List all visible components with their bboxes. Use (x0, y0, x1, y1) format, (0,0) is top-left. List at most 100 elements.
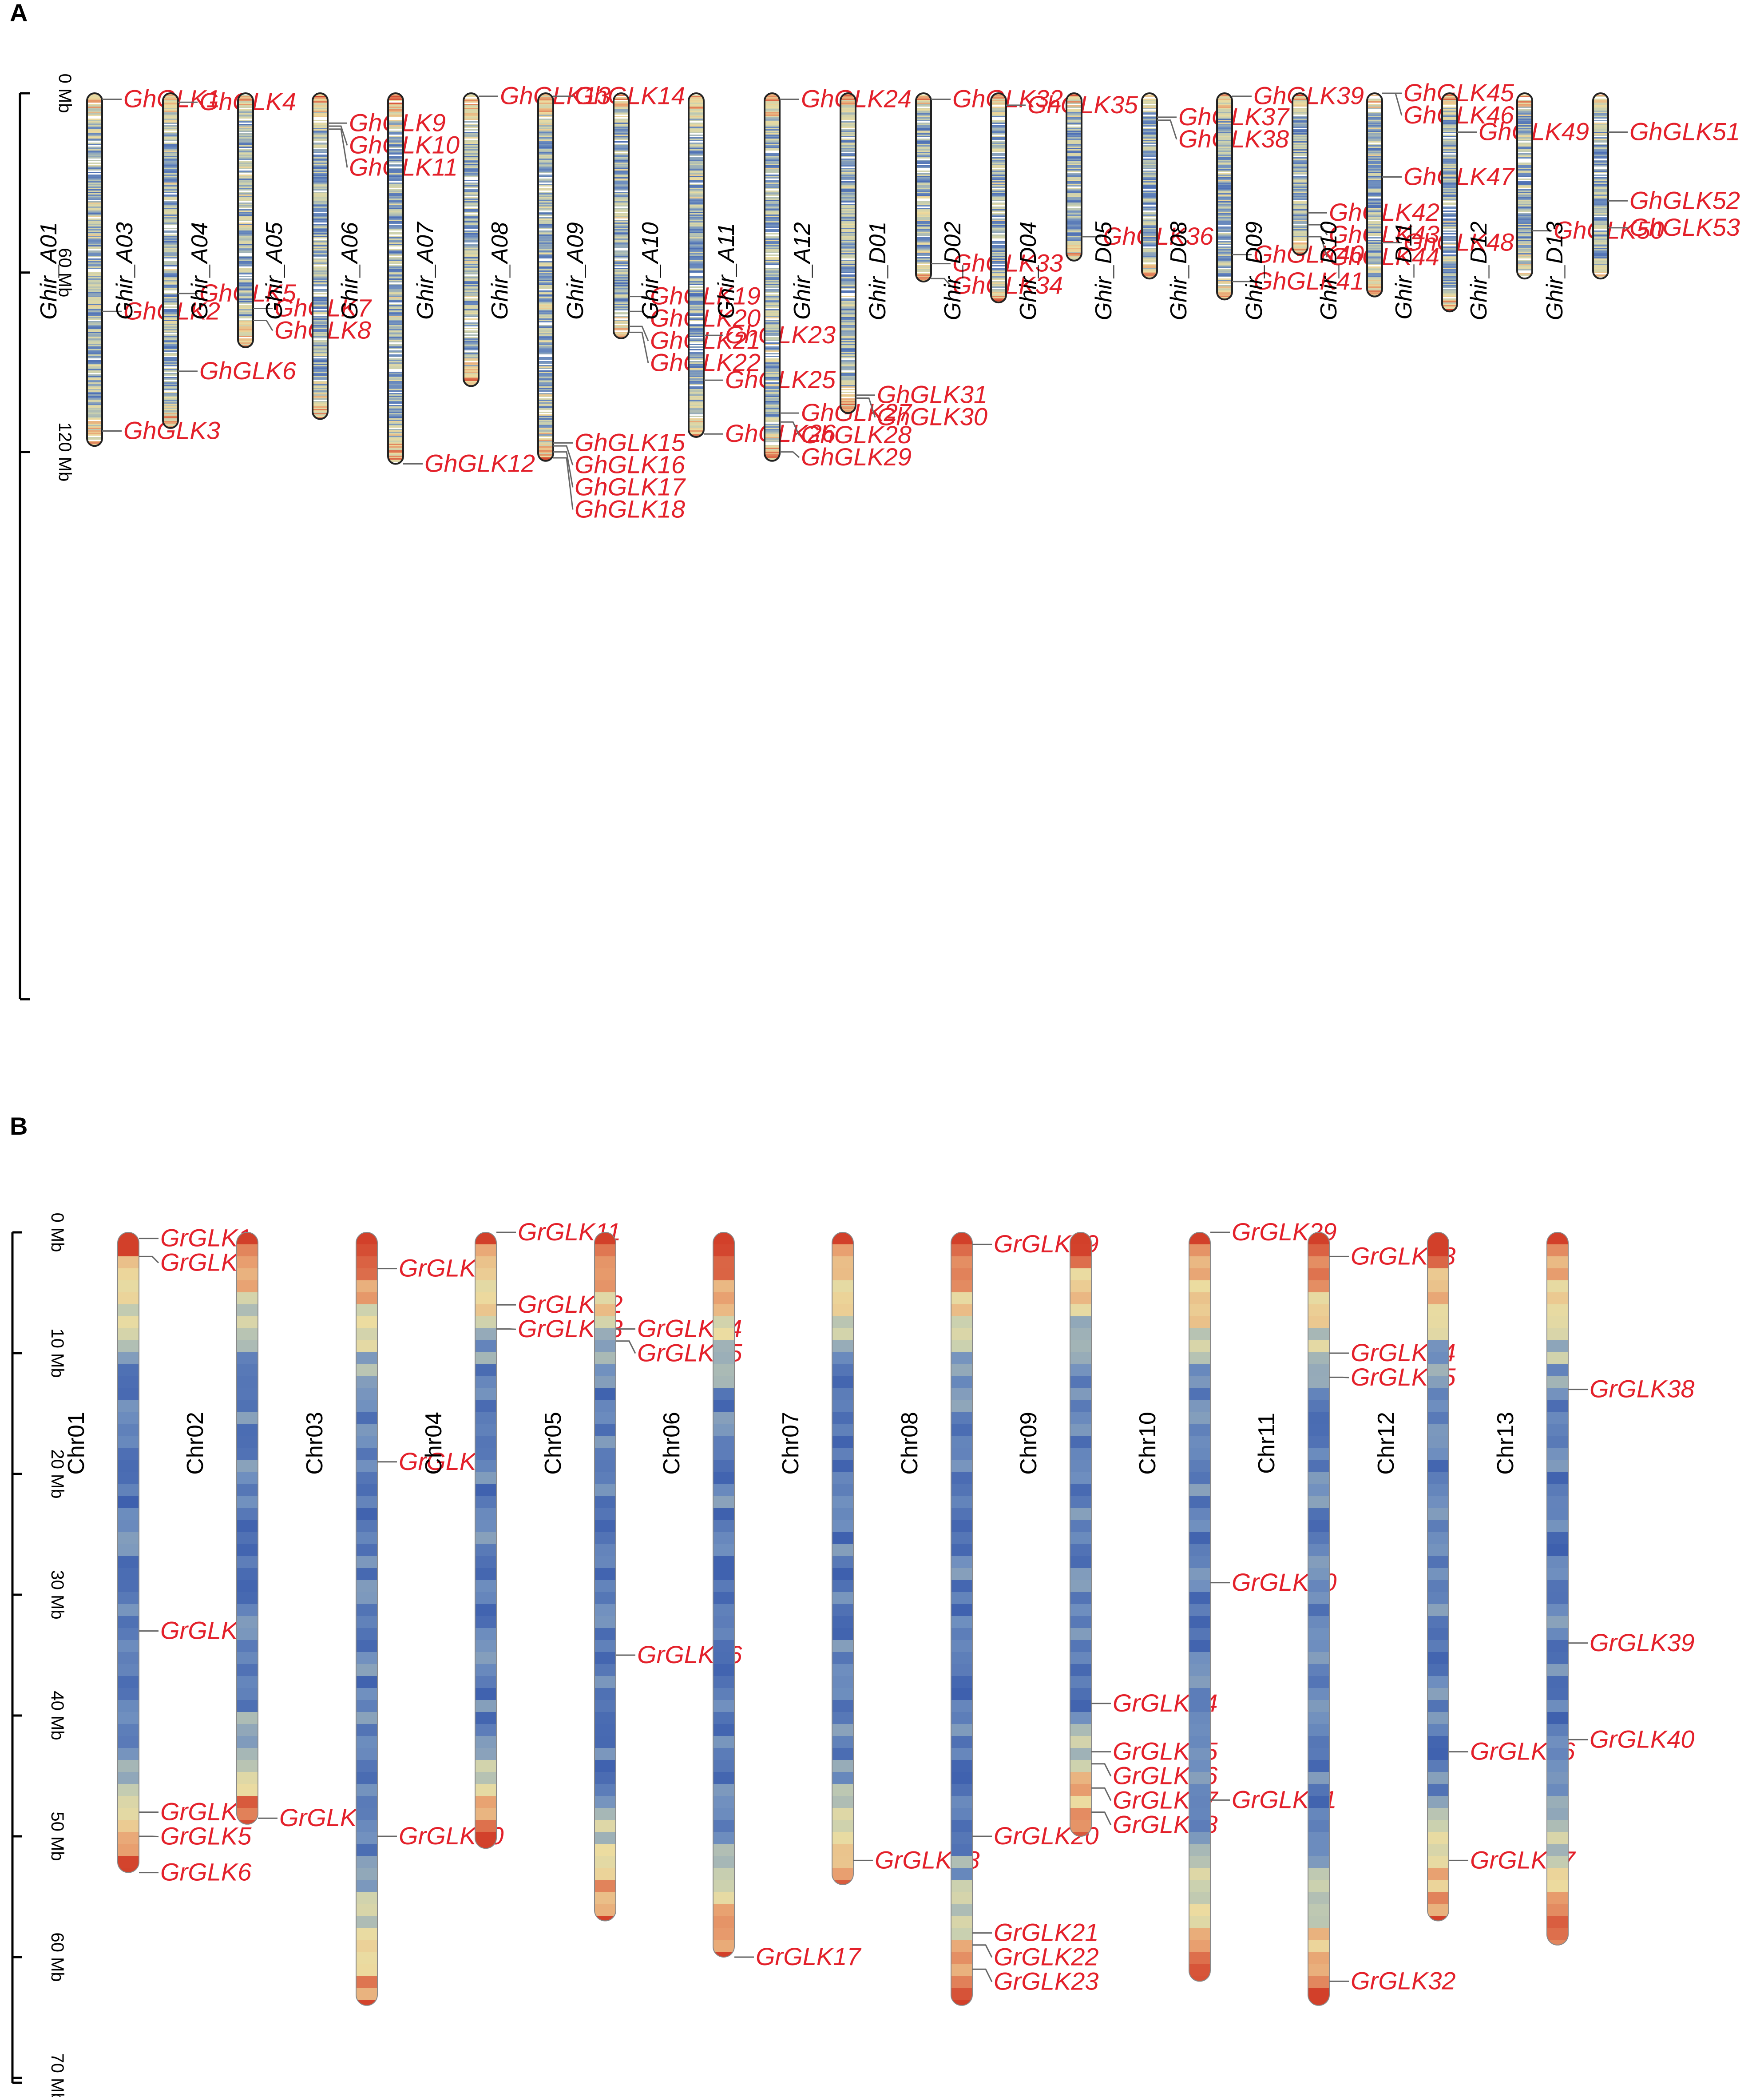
density-heatmap (87, 93, 102, 446)
chromosome-label: Ghir_D12 (1466, 222, 1492, 321)
chromosome-label: Ghir_D13 (1542, 222, 1568, 321)
gene-label: GhGLK14 (575, 82, 685, 110)
density-heatmap (464, 93, 479, 386)
chromosome-ghir-a05: Ghir_A05GhGLK9GhGLK10GhGLK11 (262, 92, 460, 420)
chromosome-chr01: Chr01GrGLK1GrGLK2GrGLK3GrGLK4GrGLK5GrGLK… (63, 1224, 252, 1886)
density-heatmap (313, 93, 328, 419)
gene-marker (553, 457, 574, 510)
gene-label: GhGLK19 (650, 282, 761, 310)
gene-label: GrGLK6 (160, 1858, 252, 1886)
chromosome-label: Chr04 (421, 1412, 447, 1475)
gene-label: GhGLK51 (1629, 117, 1740, 145)
chromosome-outline (1441, 92, 1458, 313)
chromosome-outline (990, 92, 1007, 304)
chromosome-label: Chr12 (1373, 1412, 1399, 1475)
gene-marker (1308, 236, 1328, 258)
gene-marker (1157, 119, 1177, 140)
gene-marker (139, 1255, 159, 1263)
gene-marker (328, 125, 348, 146)
gene-marker (139, 1835, 159, 1838)
density-heatmap (1066, 93, 1082, 261)
chromosome-outline (463, 92, 480, 387)
gene-label: GhGLK31 (877, 381, 987, 409)
chromosome-chr06: Chr06 GrGLK17 (659, 1232, 861, 1970)
gene-label: GhGLK45 (1403, 79, 1514, 107)
gene-label: GrGLK38 (1590, 1375, 1695, 1403)
chromosome-label: Ghir_D08 (1166, 222, 1192, 321)
gene-label: GhGLK34 (952, 271, 1063, 299)
gene-label: GrGLK32 (1351, 1966, 1456, 1994)
chromosome-outline (1189, 1232, 1211, 1982)
chromosome-outline (1366, 92, 1383, 298)
gene-marker (328, 128, 348, 168)
density-heatmap (991, 93, 1006, 303)
gene-label: GhGLK47 (1403, 162, 1515, 190)
gene-label: GhGLK43 (1329, 220, 1439, 248)
gene-label: GhGLK46 (1403, 101, 1514, 129)
density-heatmap (538, 93, 553, 461)
gene-label: GhGLK39 (1253, 82, 1364, 110)
chromosome-ghir-d02: Ghir_D02 GhGLK35 (940, 91, 1138, 320)
scale-axis: 0 Mb 60 Mb 120 Mb (19, 74, 75, 1001)
chromosome-ghir-a06: Ghir_A06 GhGLK12 (337, 92, 535, 477)
gene-label: GhGLK40 (1253, 240, 1364, 268)
chromosome-label: Chr01 (63, 1412, 89, 1475)
gene-label: GhGLK16 (575, 450, 686, 478)
axis-tick-label: 20 Mb (48, 1449, 67, 1498)
gene-label: GhGLK21 (650, 326, 761, 354)
chromosome-outline (613, 92, 630, 339)
gene-label: GhGLK33 (952, 249, 1063, 277)
density-heatmap (1442, 93, 1457, 312)
gene-marker (1329, 1376, 1349, 1378)
density-heatmap (1292, 93, 1308, 255)
scale-axis: 0 Mb 10 Mb 20 Mb 30 Mb 40 Mb 50 Mb 60 Mb 70 Mb (11, 1213, 67, 2097)
gene-label: GhGLK53 (1629, 213, 1740, 241)
chromosome-outline (312, 92, 329, 420)
chromosome-label: Chr08 (897, 1412, 923, 1475)
chromosome-label: Ghir_A04 (187, 222, 213, 320)
chromosome-label: Ghir_A03 (112, 222, 138, 320)
chromosome-label: Ghir_D01 (865, 222, 891, 321)
gene-label: GhGLK32 (952, 84, 1063, 112)
gene-label: GhGLK42 (1329, 198, 1439, 226)
chromosome-outline (1546, 1232, 1569, 1946)
gene-label: GrGLK23 (994, 1967, 1099, 1995)
gene-marker (1091, 1811, 1112, 1826)
chromosome-label: Chr03 (302, 1412, 328, 1475)
density-heatmap (1427, 1232, 1449, 1921)
chromosome-outline (117, 1232, 139, 1873)
gene-label: GhGLK17 (575, 473, 686, 500)
chromosome-outline (1516, 92, 1533, 280)
density-heatmap (238, 93, 253, 348)
gene-marker (253, 319, 274, 331)
gene-label: GhGLK12 (424, 449, 535, 477)
axis-tick-label: 40 Mb (48, 1691, 67, 1740)
chromosome-ghir-d04: Ghir_D04 GhGLK36 (1015, 92, 1214, 320)
density-heatmap (1142, 93, 1157, 279)
chromosome-ghir-a01: Ghir_A01GhGLK1GhGLK2GhGLK3 (36, 84, 220, 447)
chromosome-outline (713, 1232, 735, 1958)
gene-label: GhGLK10 (349, 131, 460, 159)
chromosome-outline (1427, 1232, 1449, 1922)
chromosome-outline (832, 1232, 854, 1885)
gene-marker (931, 278, 951, 286)
gene-label: GhGLK27 (801, 398, 912, 426)
chromosome-label: Chr05 (540, 1412, 566, 1475)
density-heatmap (118, 1232, 139, 1873)
chromosome-outline (764, 92, 781, 462)
chromosome-label: Ghir_D10 (1316, 222, 1342, 321)
gene-label: GhGLK29 (801, 443, 912, 471)
gene-marker (1091, 1787, 1112, 1801)
density-heatmap (356, 1232, 377, 2006)
chromosome-label: Ghir_D11 (1391, 222, 1417, 320)
